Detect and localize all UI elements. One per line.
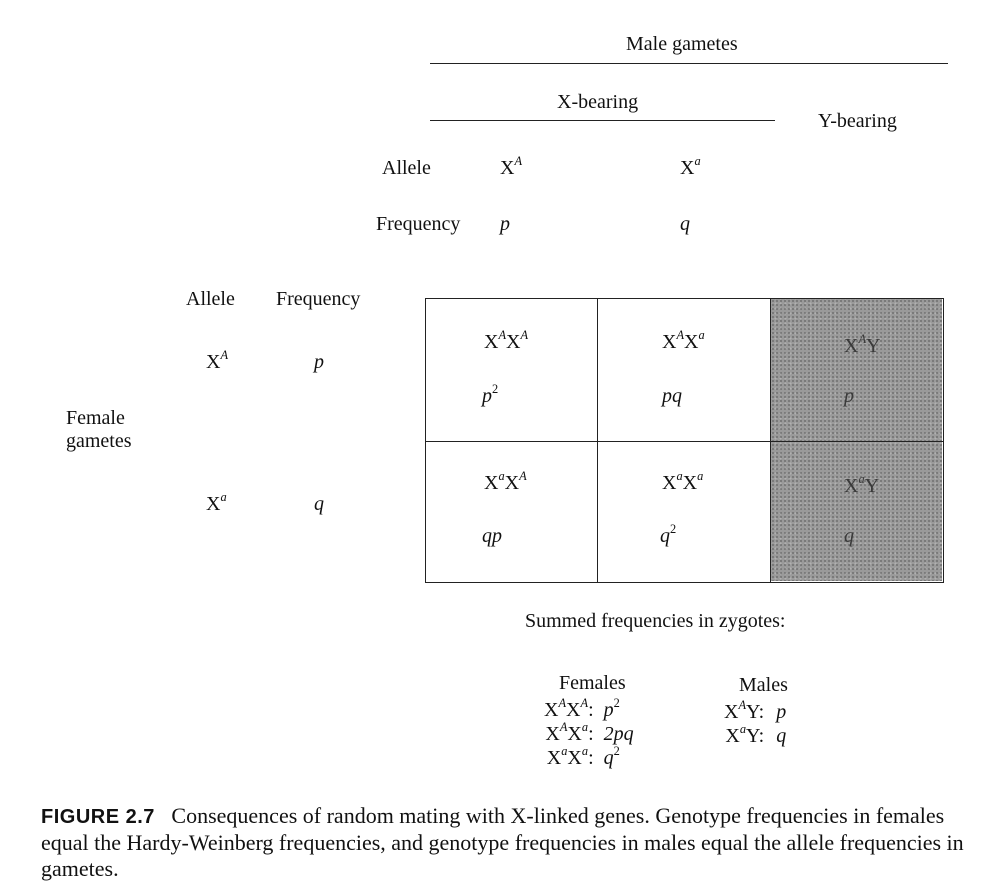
male-frequency-label: Frequency [376,213,461,235]
frequency: q2 [603,744,620,769]
female-gametes-label-1: Female [66,407,125,429]
genotype: XaXA [484,469,527,494]
male-frequency-q: q [680,213,690,235]
x-bearing-rule [430,120,775,121]
frequency: q [776,725,787,747]
female-allele-2: Xa [206,490,227,515]
frequency: p2 [603,696,620,721]
genotype-XA: XA [500,154,523,179]
caption-text: Consequences of random mating with X-lin… [41,803,964,881]
frequency: p [776,701,787,723]
females-summary-table: XAXA: p2 XAXa: 2pq XaXa: q2 [544,696,634,770]
grid-divider-1 [597,299,598,582]
male-allele-2: Xa [680,154,701,179]
cell-frequency-q: q [844,525,854,548]
males-summary: XAY: p XaY: q [724,698,787,748]
genotype: XAXA [484,328,529,353]
genotype-Xa: Xa [680,154,701,179]
male-gametes-rule [430,63,948,64]
cell-genotype-XAXa: XAXa [662,328,705,354]
female-gametes-label-2: gametes [66,430,132,452]
male-allele-1: XA [500,154,523,179]
cell-frequency-pq: pq [662,385,682,408]
male-gametes-label: Male gametes [626,33,738,55]
punnett-square: XAXA p2 XAXa pq XAY p XaXA qp XaXa q2 Xa… [425,298,944,583]
male-summary-row: XAY: p [724,698,787,723]
y-bearing-label: Y-bearing [818,110,897,132]
x-bearing-label: X-bearing [557,91,639,113]
females-summary: XAXA: p2 XAXa: 2pq XaXa: q2 [544,696,634,770]
cell-frequency-qp: qp [482,525,502,548]
genotype-XA: XA [206,348,229,373]
female-summary-row: XAXa: 2pq [545,720,634,745]
cell-genotype-XaXa: XaXa [662,469,704,495]
genotype-Xa: Xa [206,490,227,515]
male-frequency-p: p [500,213,510,235]
genotype: XAY [724,698,759,723]
female-frequency-q: q [314,493,324,515]
frequency: p2 [482,382,499,407]
cell-genotype-XaY: XaY [844,472,880,498]
genotype: XAXa [545,720,589,745]
summary-title: Summed frequencies in zygotes: [525,610,786,632]
female-frequency-p: p [314,351,324,373]
female-allele-header: Allele [186,288,235,310]
female-frequency-header: Frequency [276,288,361,310]
grid-divider-row [426,441,943,442]
cell-genotype-XAY: XAY [844,332,881,358]
female-summary-row: XAXA: p2 [544,696,620,721]
cell-frequency-p: p [844,385,854,408]
females-title: Females [559,672,626,694]
frequency: p [844,385,854,407]
cell-frequency-q2: q2 [660,522,677,548]
grid-divider-2 [770,299,771,582]
frequency: qp [482,525,502,547]
male-summary-row: XaY: q [725,722,787,747]
males-summary-table: XAY: p XaY: q [724,698,787,748]
frequency: pq [662,385,682,407]
genotype: XaY [725,722,759,747]
frequency: q [844,525,854,547]
cell-frequency-p2: p2 [482,382,499,408]
frequency: 2pq [603,723,634,745]
cell-genotype-XAXA: XAXA [484,328,529,354]
genotype: XAXa [662,328,705,353]
male-allele-label: Allele [382,157,431,179]
genotype: XAXA [544,696,589,721]
figure-caption: FIGURE 2.7 Consequences of random mating… [41,803,971,882]
genotype: XAY [844,332,881,357]
cell-genotype-XaXA: XaXA [484,469,527,495]
genotype: XaY [844,472,880,497]
males-title: Males [739,674,788,696]
y-bearing-column [771,299,942,581]
genotype: XaXa [546,744,589,769]
female-allele-1: XA [206,348,229,373]
frequency: q2 [660,522,677,547]
figure-label: FIGURE 2.7 [41,806,155,828]
genotype: XaXa [662,469,704,494]
female-summary-row: XaXa: q2 [546,744,620,769]
